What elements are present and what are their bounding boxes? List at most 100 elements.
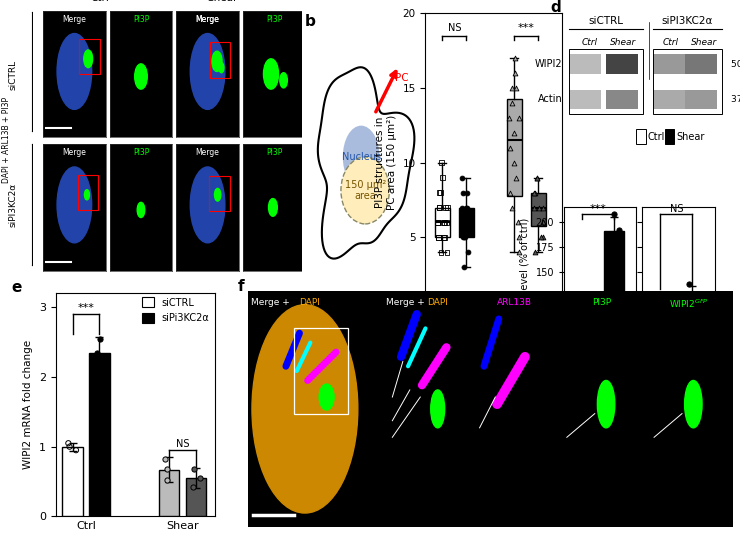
Point bbox=[431, 218, 443, 227]
Point bbox=[531, 173, 543, 182]
Y-axis label: WIPI2 mRNA fold change: WIPI2 mRNA fold change bbox=[23, 340, 33, 470]
Circle shape bbox=[219, 62, 224, 73]
Point bbox=[683, 299, 695, 308]
Point bbox=[463, 218, 475, 227]
Text: Shear: Shear bbox=[610, 38, 636, 47]
Text: Ctrl: Ctrl bbox=[581, 38, 597, 47]
Circle shape bbox=[319, 384, 334, 410]
Point bbox=[457, 233, 468, 242]
Circle shape bbox=[431, 390, 445, 428]
Bar bbox=[685, 90, 717, 109]
Ellipse shape bbox=[190, 33, 225, 109]
Text: WIPI2$^{GFP}$: WIPI2$^{GFP}$ bbox=[669, 298, 709, 310]
Ellipse shape bbox=[190, 167, 225, 243]
Point bbox=[508, 158, 519, 167]
Text: NS: NS bbox=[448, 23, 461, 33]
Point bbox=[506, 84, 518, 93]
Point bbox=[440, 218, 452, 227]
Circle shape bbox=[84, 50, 92, 68]
Point bbox=[505, 144, 517, 152]
Text: Shear: Shear bbox=[676, 132, 704, 142]
Text: f: f bbox=[238, 279, 245, 294]
Ellipse shape bbox=[341, 157, 389, 224]
Bar bbox=[209, 176, 229, 211]
Text: siPI3KC2α: siPI3KC2α bbox=[9, 183, 18, 227]
Text: b: b bbox=[305, 14, 315, 29]
Circle shape bbox=[280, 73, 287, 88]
Point bbox=[510, 84, 522, 93]
Text: siCTRL: siCTRL bbox=[588, 16, 624, 26]
Point bbox=[431, 218, 443, 227]
Point bbox=[506, 203, 518, 212]
Ellipse shape bbox=[252, 305, 358, 513]
Point bbox=[683, 317, 695, 326]
Point bbox=[684, 279, 696, 288]
Legend: siCTRL, siPi3KC2α: siCTRL, siPi3KC2α bbox=[138, 294, 213, 327]
Bar bbox=[606, 90, 638, 109]
Point bbox=[511, 173, 522, 182]
Point bbox=[91, 348, 103, 357]
Bar bbox=[606, 54, 638, 74]
Point bbox=[528, 188, 539, 197]
Circle shape bbox=[212, 51, 222, 72]
Text: Ctrl: Ctrl bbox=[662, 38, 678, 47]
Y-axis label: PI3P structures in
PC area (150 μm²): PI3P structures in PC area (150 μm²) bbox=[375, 115, 397, 210]
Point bbox=[571, 319, 583, 328]
Bar bbox=[159, 470, 179, 516]
Point bbox=[456, 203, 468, 212]
Point bbox=[461, 203, 473, 212]
Point bbox=[437, 218, 449, 227]
Point bbox=[437, 233, 449, 242]
Text: ARL13B: ARL13B bbox=[497, 298, 532, 307]
Bar bbox=[294, 328, 349, 414]
Point bbox=[649, 330, 661, 339]
Point bbox=[508, 129, 520, 137]
Point bbox=[456, 173, 468, 182]
PathPatch shape bbox=[507, 100, 522, 196]
Text: NS: NS bbox=[175, 439, 189, 449]
Point bbox=[194, 474, 206, 483]
Point bbox=[531, 173, 542, 182]
Point bbox=[460, 203, 472, 212]
Point bbox=[460, 218, 472, 227]
Text: Merge +: Merge + bbox=[386, 298, 427, 307]
Bar bbox=[210, 43, 230, 78]
Point bbox=[92, 366, 104, 374]
Text: DAPI + ARL13B + PI3P: DAPI + ARL13B + PI3P bbox=[1, 97, 11, 183]
Text: PI3P: PI3P bbox=[132, 15, 149, 24]
Point bbox=[513, 114, 525, 122]
Point bbox=[514, 233, 525, 242]
Point bbox=[537, 203, 549, 212]
Point bbox=[457, 218, 469, 227]
Point bbox=[459, 233, 471, 242]
Bar bbox=[665, 130, 674, 145]
Text: PI3P: PI3P bbox=[266, 15, 283, 24]
Text: Shear: Shear bbox=[691, 38, 717, 47]
Point bbox=[159, 455, 171, 464]
Circle shape bbox=[684, 380, 702, 428]
Point bbox=[457, 188, 468, 197]
Text: ***: *** bbox=[78, 303, 95, 313]
Polygon shape bbox=[318, 67, 414, 259]
Text: Actin: Actin bbox=[537, 95, 562, 104]
Text: WIPI2: WIPI2 bbox=[534, 59, 562, 69]
Point bbox=[654, 300, 666, 309]
Bar bbox=[90, 352, 110, 516]
Point bbox=[654, 317, 666, 326]
Point bbox=[64, 442, 75, 451]
Point bbox=[437, 173, 448, 182]
Bar bbox=[605, 231, 624, 421]
Point bbox=[462, 188, 474, 197]
Text: 150 μm²
area: 150 μm² area bbox=[345, 180, 386, 201]
Point bbox=[575, 307, 587, 316]
Point bbox=[528, 203, 540, 212]
Text: PC: PC bbox=[394, 73, 408, 83]
Text: Merge: Merge bbox=[195, 15, 220, 24]
Text: Shear: Shear bbox=[208, 0, 238, 3]
Text: Ctrl: Ctrl bbox=[648, 132, 665, 142]
Bar bbox=[569, 90, 601, 109]
Point bbox=[529, 248, 541, 257]
PathPatch shape bbox=[434, 208, 450, 237]
Point bbox=[433, 233, 445, 242]
Point bbox=[188, 465, 200, 473]
